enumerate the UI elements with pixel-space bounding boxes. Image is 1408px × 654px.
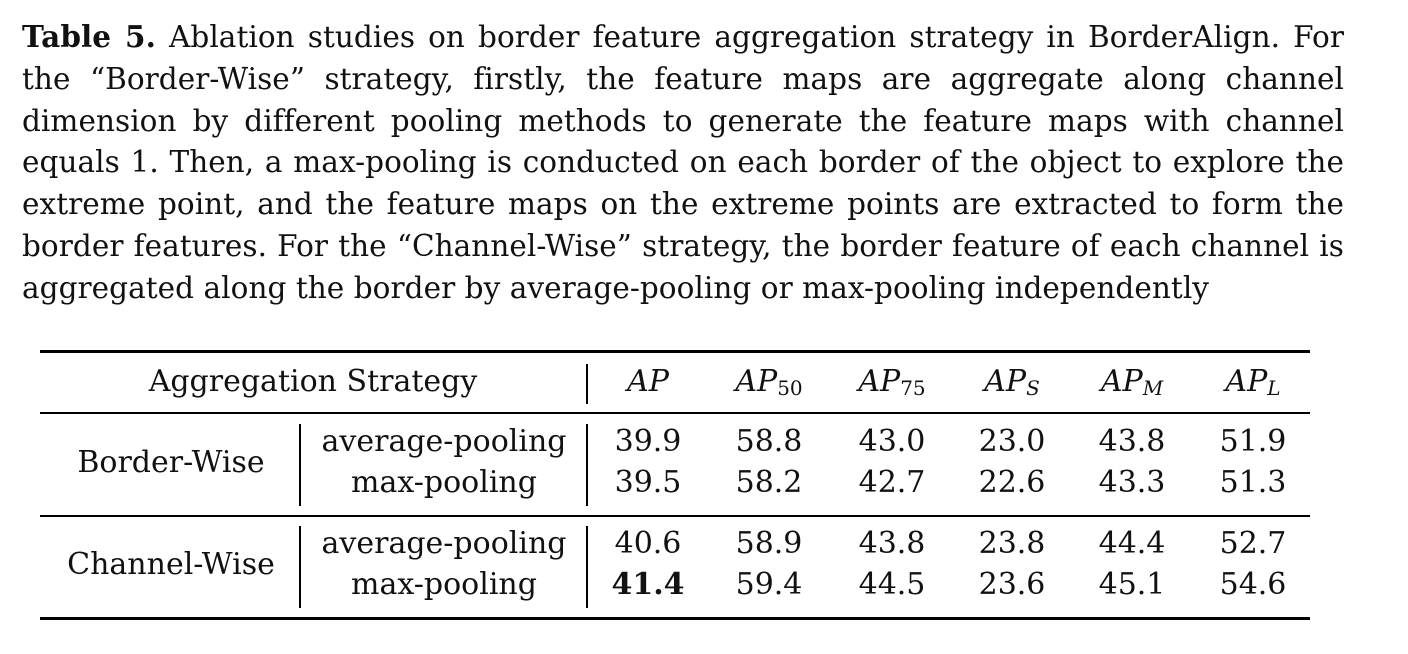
header-divider	[586, 364, 588, 404]
table-cell: 51.9	[1219, 424, 1287, 459]
header-strategy: Aggregation Strategy	[148, 364, 478, 399]
header-metric-main: AP	[984, 364, 1027, 399]
header-metric-main: AP	[627, 364, 669, 399]
table-cell: 23.0	[978, 424, 1046, 459]
table-cell: 43.3	[1098, 465, 1166, 500]
table-cell: 44.5	[858, 567, 926, 602]
caption-text: Ablation studies on border feature aggre…	[22, 20, 1344, 305]
table-cell: 43.8	[858, 526, 926, 561]
group-label: Channel-Wise	[67, 547, 275, 582]
header-metric-sub: M	[1142, 376, 1164, 400]
table-cell: 41.4	[611, 567, 685, 602]
header-rule	[40, 412, 1310, 414]
group-divider	[299, 526, 301, 608]
table-cell: 58.8	[735, 424, 803, 459]
group-divider	[299, 424, 301, 506]
method-label: max-pooling	[351, 465, 537, 500]
method-label: average-pooling	[321, 526, 567, 561]
top-rule	[40, 350, 1310, 353]
value-divider	[586, 424, 588, 506]
header-metric-main: AP	[1225, 364, 1268, 399]
table-cell: 54.6	[1219, 567, 1287, 602]
table-cell: 44.4	[1098, 526, 1166, 561]
table-caption: Table 5. Ablation studies on border feat…	[22, 16, 1344, 310]
header-metric: APS	[984, 364, 1040, 400]
header-metric-main: AP	[858, 364, 901, 399]
table-cell: 43.8	[1098, 424, 1166, 459]
header-metric-sub: 75	[900, 376, 926, 400]
header-metric-main: AP	[1100, 364, 1143, 399]
group-rule	[40, 515, 1310, 517]
table-cell: 40.6	[614, 526, 682, 561]
header-metric-sub: S	[1026, 376, 1040, 400]
table-cell: 23.6	[978, 567, 1046, 602]
table-cell: 39.9	[614, 424, 682, 459]
table-cell: 51.3	[1219, 465, 1287, 500]
group-label: Border-Wise	[77, 445, 265, 480]
header-metric: AP50	[735, 364, 803, 400]
table-cell: 45.1	[1098, 567, 1166, 602]
header-metric: APL	[1225, 364, 1281, 400]
header-metric-sub: 50	[777, 376, 803, 400]
table-cell: 22.6	[978, 465, 1046, 500]
bottom-rule	[40, 617, 1310, 620]
table-cell: 58.9	[735, 526, 803, 561]
method-label: max-pooling	[351, 567, 537, 602]
header-metric-sub: L	[1267, 376, 1281, 400]
results-table: Aggregation Strategy AP AP50 AP75 APS APM APL…	[40, 350, 1310, 620]
method-label: average-pooling	[321, 424, 567, 459]
table-cell: 39.5	[614, 465, 682, 500]
header-metric: AP75	[858, 364, 926, 400]
table-cell: 52.7	[1219, 526, 1287, 561]
caption-label: Table 5.	[22, 19, 156, 54]
value-divider	[586, 526, 588, 608]
table-cell: 58.2	[735, 465, 803, 500]
table-cell: 59.4	[735, 567, 803, 602]
table-cell: 43.0	[858, 424, 926, 459]
header-metric-main: AP	[735, 364, 778, 399]
header-metric: APM	[1100, 364, 1164, 400]
header-metric: AP	[627, 367, 669, 397]
table-cell: 42.7	[858, 465, 926, 500]
table-cell: 23.8	[978, 526, 1046, 561]
